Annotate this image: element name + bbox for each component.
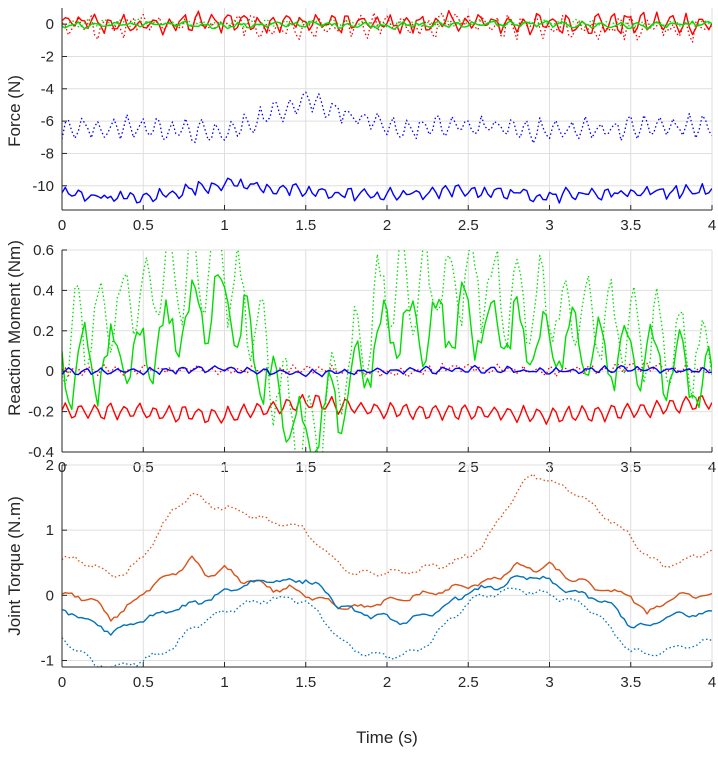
joint-torque-ylabel: Joint Torque (N.m) bbox=[5, 496, 24, 636]
force-xtick-label: 4 bbox=[708, 217, 716, 234]
reaction-moment-ytick-label: -0.4 bbox=[28, 444, 54, 461]
joint-torque-xtick-label: 1.5 bbox=[295, 674, 316, 691]
force-series-fz bbox=[62, 177, 712, 204]
force-series-fx-ref bbox=[62, 10, 712, 43]
joint-torque-ytick-label: 2 bbox=[46, 457, 54, 474]
force-xtick-label: 1 bbox=[220, 217, 228, 234]
force-xtick-label: 2 bbox=[383, 217, 391, 234]
joint-torque-xtick-label: 3.5 bbox=[620, 674, 641, 691]
force-ytick-label: -10 bbox=[32, 178, 54, 195]
force-ytick-label: -2 bbox=[41, 48, 54, 65]
reaction-moment-series-mx-ref bbox=[62, 362, 712, 378]
reaction-moment-ytick-label: 0.4 bbox=[33, 282, 54, 299]
joint-torque-series-joint-1-ref bbox=[62, 587, 712, 667]
force-ytick-label: 0 bbox=[46, 16, 54, 33]
joint-torque-series-joint-1 bbox=[62, 575, 712, 636]
joint-torque-xtick-label: 0.5 bbox=[133, 674, 154, 691]
force-series-fx bbox=[62, 9, 712, 36]
reaction-moment-ytick-label: 0.2 bbox=[33, 323, 54, 340]
joint-torque-xtick-label: 3 bbox=[545, 674, 553, 691]
joint-torque-ytick-label: -1 bbox=[41, 652, 54, 669]
reaction-moment-ytick-label: -0.2 bbox=[28, 404, 54, 421]
force-xtick-label: 3 bbox=[545, 217, 553, 234]
force-ytick-label: -4 bbox=[41, 81, 54, 98]
joint-torque-ytick-label: 1 bbox=[46, 522, 54, 539]
joint-torque-xtick-label: 4 bbox=[708, 674, 716, 691]
reaction-moment-ytick-label: 0.6 bbox=[33, 242, 54, 259]
force-xtick-label: 0 bbox=[58, 217, 66, 234]
reaction-moment-plot: Reaction Moment (Nm) 0 0.5 1 1.5 2 2.5 3 3.5 40.… bbox=[5, 240, 716, 476]
joint-torque-plot: Joint Torque (N.m) Time (s) 0 0.5 1 1.5 2 2.5… bbox=[5, 457, 716, 747]
force-xtick-label: 0.5 bbox=[133, 217, 154, 234]
force-xtick-label: 3.5 bbox=[620, 217, 641, 234]
force-series-fz-ref bbox=[62, 91, 712, 144]
force-series-fy bbox=[62, 20, 712, 30]
joint-torque-xtick-label: 2.5 bbox=[458, 674, 479, 691]
reaction-moment-ytick-label: 0 bbox=[46, 363, 54, 380]
reaction-moment-series-my-ref bbox=[62, 250, 712, 452]
force-ytick-label: -8 bbox=[41, 145, 54, 162]
force-ylabel: Force (N) bbox=[5, 75, 24, 147]
joint-torque-xtick-label: 1 bbox=[220, 674, 228, 691]
joint-torque-ytick-label: 0 bbox=[46, 587, 54, 604]
force-xtick-label: 1.5 bbox=[295, 217, 316, 234]
time-xlabel: Time (s) bbox=[356, 728, 418, 747]
reaction-moment-series-mz bbox=[62, 364, 712, 378]
reaction-moment-ylabel: Reaction Moment (Nm) bbox=[5, 240, 24, 416]
joint-torque-xtick-label: 2 bbox=[383, 674, 391, 691]
force-xtick-label: 2.5 bbox=[458, 217, 479, 234]
reaction-moment-series-my bbox=[62, 274, 712, 452]
force-ytick-label: -6 bbox=[41, 113, 54, 130]
joint-torque-xtick-label: 0 bbox=[58, 674, 66, 691]
force-plot: Force (N) 0 0.5 1 1.5 2 2.5 3 3.5 4 0 -2 -4 -6 -8 -10 bbox=[5, 8, 716, 234]
joint-torque-series-joint-2 bbox=[62, 555, 712, 622]
reaction-moment-series-mx bbox=[62, 393, 712, 425]
joint-torque-series-joint-2-ref bbox=[62, 473, 712, 578]
